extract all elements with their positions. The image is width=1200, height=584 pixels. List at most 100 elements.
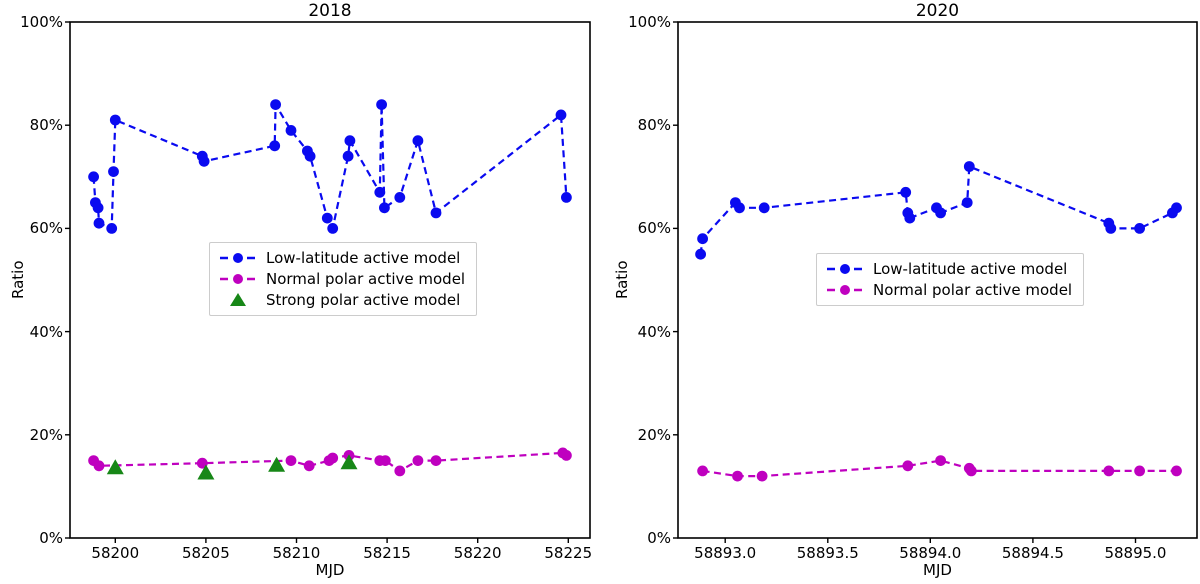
series-0-point	[1105, 223, 1117, 234]
series-0-point	[561, 192, 572, 203]
series-1-point	[379, 455, 391, 466]
series-1-point	[343, 450, 355, 461]
series-0-point	[302, 145, 313, 157]
x-tick-label: 58893.5	[796, 544, 859, 562]
series-1-point	[561, 450, 572, 461]
y-tick-label: 60%	[637, 219, 671, 238]
series-0-line	[699, 164, 1178, 255]
legend-swatch-normal-polar	[220, 274, 256, 284]
series-0-point	[376, 99, 387, 110]
series-0-point	[555, 109, 567, 121]
axes-spines	[69, 21, 591, 539]
series-1-line	[702, 459, 1177, 478]
y-tick-label: 60%	[29, 219, 63, 238]
series-0-point	[697, 233, 708, 245]
series-2-point	[197, 464, 215, 480]
series-1-point	[935, 455, 946, 466]
y-axis-label-2018: Ratio	[9, 260, 27, 300]
legend-entry-strong-polar: Strong polar active model	[219, 291, 465, 309]
x-tick-label: 58894.0	[899, 544, 962, 562]
series-0-point	[963, 161, 975, 172]
series-0-point	[1103, 217, 1115, 229]
series-0-point	[198, 155, 210, 167]
x-tick-labels-2020: 58893.0 58893.5 58894.0 58894.5 58895.0	[678, 544, 1197, 564]
legend-label-low-latitude: Low-latitude active model	[266, 249, 461, 267]
chart-title-2018: 2018	[308, 1, 352, 21]
series-1-point	[374, 455, 386, 466]
series-0-point	[304, 150, 316, 162]
series-0-point	[93, 217, 105, 229]
series-1-point	[902, 460, 914, 472]
legend-entry-low-latitude: Low-latitude active model	[826, 260, 1072, 278]
series-1-point	[327, 452, 339, 464]
series-0-point	[931, 202, 942, 214]
series-0-point	[412, 135, 424, 147]
series-0-point	[285, 125, 297, 136]
series-0-point	[92, 202, 104, 214]
x-tick-label: 58215	[363, 544, 411, 562]
chart-canvas-2018	[65, 21, 591, 543]
y-tick-labels-2018: 0% 20% 40% 60% 80% 100%	[3, 13, 63, 547]
y-tick-label: 100%	[628, 13, 671, 31]
series-0-point	[900, 186, 912, 198]
series-0-point	[1167, 207, 1178, 219]
x-tick-label: 58895.0	[1104, 544, 1167, 562]
series-1-point	[285, 455, 297, 466]
series-0-point	[379, 202, 390, 214]
series-0-point	[106, 223, 118, 234]
legend-swatch-low-latitude	[827, 264, 863, 274]
series-2-point	[268, 456, 286, 472]
series-1-point	[93, 460, 105, 472]
legend-2018: Low-latitude active model Normal polar a…	[209, 242, 478, 316]
y-tick-labels-2020: 0% 20% 40% 60% 80% 100%	[611, 13, 671, 547]
y-tick-label: 20%	[637, 425, 671, 444]
y-tick-label: 80%	[637, 116, 671, 135]
y-tick-label: 80%	[29, 116, 63, 135]
series-1-point	[1103, 465, 1115, 477]
series-0-point	[394, 192, 406, 203]
x-tick-label: 58220	[453, 544, 502, 562]
series-2-point	[106, 459, 124, 475]
series-0-point	[734, 202, 745, 214]
x-tick-label: 58210	[272, 544, 321, 562]
x-axis-label-2018: MJD	[315, 561, 345, 579]
legend-label-low-latitude: Low-latitude active model	[873, 260, 1068, 278]
x-tick-label: 58225	[544, 544, 593, 562]
chart-title-2020: 2020	[915, 1, 960, 21]
y-tick-label: 0%	[39, 529, 63, 547]
series-1-point	[394, 465, 406, 477]
series-0-point	[108, 166, 119, 178]
series-1-point	[963, 462, 975, 474]
legend-entry-normal-polar: Normal polar active model	[826, 281, 1072, 299]
series-1-point	[196, 457, 208, 469]
x-tick-labels-2018: 58200 58205 58210 58215 58220 58225	[70, 544, 593, 564]
plot-area-2020: Low-latitude active model Normal polar a…	[673, 21, 1198, 543]
y-tick-label: 100%	[20, 13, 63, 31]
x-tick-label: 58205	[182, 544, 230, 562]
series-0-point	[1134, 223, 1145, 234]
series-0-point	[730, 197, 741, 209]
series-1-point	[430, 455, 442, 466]
series-1-point	[303, 460, 315, 472]
legend-label-normal-polar: Normal polar active model	[873, 281, 1073, 299]
series-1-point	[1171, 465, 1182, 477]
legend-swatch-low-latitude	[220, 253, 256, 263]
x-axis-label-2020: MJD	[923, 561, 952, 579]
series-1-point	[732, 470, 743, 482]
series-1-point	[323, 455, 335, 466]
series-0-point	[961, 197, 973, 209]
chart-canvas-2020	[673, 21, 1198, 543]
y-tick-label: 40%	[637, 322, 671, 341]
legend-swatch-strong-polar	[230, 293, 246, 306]
series-1-point	[412, 455, 424, 466]
plot-area-2018: Low-latitude active model Normal polar a…	[65, 21, 591, 543]
legend-label-strong-polar: Strong polar active model	[266, 291, 461, 309]
axes-spines	[677, 21, 1198, 539]
series-1-point	[1134, 465, 1145, 477]
series-0-point	[695, 248, 706, 260]
series-1-point	[697, 465, 708, 477]
legend-entry-normal-polar: Normal polar active model	[219, 270, 465, 288]
